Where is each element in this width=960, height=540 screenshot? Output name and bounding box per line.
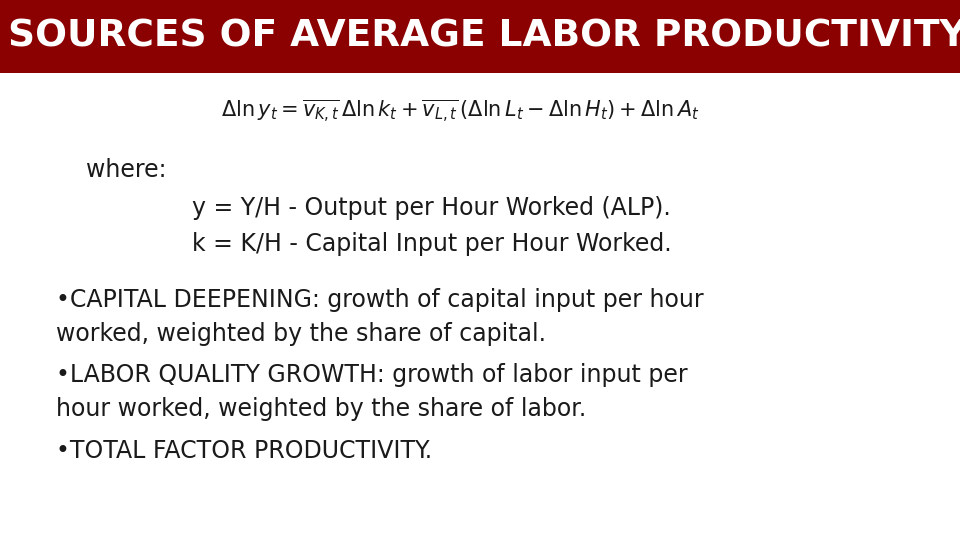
Text: y = Y/H - Output per Hour Worked (ALP).: y = Y/H - Output per Hour Worked (ALP). — [192, 196, 671, 220]
Text: where:: where: — [86, 158, 167, 182]
Text: •CAPITAL DEEPENING: growth of capital input per hour: •CAPITAL DEEPENING: growth of capital in… — [56, 288, 704, 312]
Text: •TOTAL FACTOR PRODUCTIVITY.: •TOTAL FACTOR PRODUCTIVITY. — [56, 439, 432, 463]
Text: k = K/H - Capital Input per Hour Worked.: k = K/H - Capital Input per Hour Worked. — [192, 232, 672, 256]
Text: worked, weighted by the share of capital.: worked, weighted by the share of capital… — [56, 322, 545, 346]
Text: $\Delta \ln y_t = \overline{v_{K,t}}\,\Delta \ln k_t + \overline{v_{L,t}}\,(\Del: $\Delta \ln y_t = \overline{v_{K,t}}\,\D… — [221, 97, 700, 125]
Text: •LABOR QUALITY GROWTH: growth of labor input per: •LABOR QUALITY GROWTH: growth of labor i… — [56, 363, 687, 387]
Text: hour worked, weighted by the share of labor.: hour worked, weighted by the share of la… — [56, 397, 586, 421]
Text: SOURCES OF AVERAGE LABOR PRODUCTIVITY GROWTH: SOURCES OF AVERAGE LABOR PRODUCTIVITY GR… — [8, 18, 960, 55]
Bar — [0, 0, 960, 73]
